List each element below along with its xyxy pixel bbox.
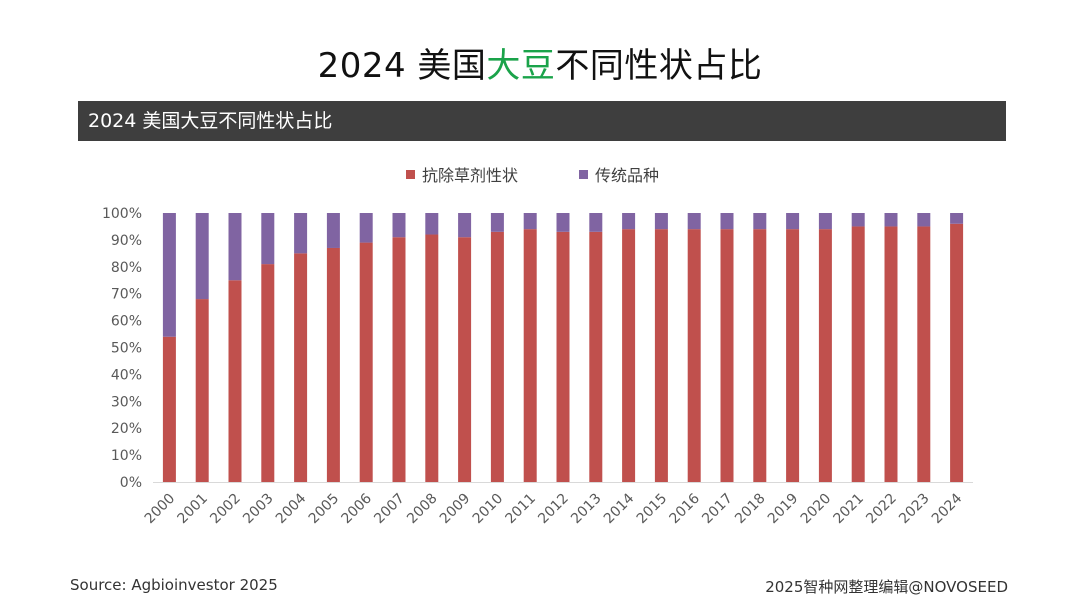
y-tick-label: 70% — [111, 287, 142, 303]
bar-conventional — [786, 213, 800, 230]
credit-note: 2025智种网整理编辑@NOVOSEED — [765, 578, 1008, 596]
bar-herbicide-tolerant — [490, 231, 504, 482]
x-tick-label: 2001 — [175, 491, 212, 528]
x-tick-label: 2005 — [306, 491, 343, 528]
bar-herbicide-tolerant — [523, 229, 537, 482]
bar-herbicide-tolerant — [392, 237, 406, 482]
y-tick-label: 20% — [111, 421, 142, 437]
bar-conventional — [589, 213, 603, 232]
title-highlight: 大豆 — [486, 46, 556, 86]
bar-herbicide-tolerant — [195, 299, 209, 482]
bar-conventional — [392, 213, 406, 238]
x-tick-label: 2019 — [765, 491, 802, 528]
bar-herbicide-tolerant — [622, 229, 636, 482]
bar-herbicide-tolerant — [589, 231, 603, 482]
bar-herbicide-tolerant — [261, 264, 275, 482]
bar-conventional — [228, 213, 242, 281]
bar-herbicide-tolerant — [786, 229, 800, 482]
x-tick-label: 2018 — [732, 491, 769, 528]
bar-herbicide-tolerant — [294, 253, 308, 482]
chart-title-banner: 2024 美国大豆不同性状占比 — [78, 101, 1006, 141]
y-tick-label: 30% — [111, 394, 142, 410]
legend-swatch-herbicide — [406, 170, 415, 179]
y-tick-label: 40% — [111, 367, 142, 383]
x-tick-label: 2003 — [240, 491, 277, 528]
page-title: 2024 美国大豆不同性状占比 — [0, 38, 1080, 87]
x-tick-label: 2022 — [863, 491, 900, 528]
legend-label-conventional: 传统品种 — [595, 166, 659, 185]
bar-herbicide-tolerant — [687, 229, 701, 482]
bar-herbicide-tolerant — [458, 237, 472, 482]
legend-swatch-conventional — [579, 170, 588, 179]
x-tick-label: 2000 — [142, 491, 179, 528]
bar-herbicide-tolerant — [359, 242, 373, 482]
bar-conventional — [195, 213, 209, 300]
x-tick-label: 2004 — [273, 490, 310, 527]
bar-herbicide-tolerant — [556, 231, 570, 482]
x-tick-label: 2006 — [339, 490, 376, 527]
bar-conventional — [523, 213, 537, 230]
bar-herbicide-tolerant — [162, 336, 176, 482]
bar-conventional — [490, 213, 504, 232]
bar-conventional — [458, 213, 472, 238]
bar-conventional — [326, 213, 340, 248]
title-suffix: 不同性状占比 — [555, 46, 763, 86]
bar-herbicide-tolerant — [753, 229, 767, 482]
bar-conventional — [162, 213, 176, 337]
x-tick-label: 2007 — [371, 491, 408, 528]
x-tick-label: 2014 — [601, 490, 638, 527]
x-tick-label: 2016 — [667, 490, 704, 527]
x-tick-label: 2015 — [634, 491, 671, 528]
bar-conventional — [753, 213, 767, 230]
bar-herbicide-tolerant — [228, 280, 242, 482]
bar-conventional — [556, 213, 570, 232]
bar-conventional — [654, 213, 668, 230]
x-tick-label: 2010 — [470, 491, 507, 528]
bar-herbicide-tolerant — [884, 226, 898, 482]
x-tick-label: 2017 — [699, 491, 736, 528]
x-tick-label: 2012 — [535, 491, 572, 528]
x-tick-label: 2002 — [207, 491, 244, 528]
bar-herbicide-tolerant — [851, 226, 865, 482]
bar-conventional — [294, 213, 308, 254]
y-tick-label: 100% — [102, 206, 142, 222]
bar-conventional — [359, 213, 373, 243]
bar-conventional — [425, 213, 439, 235]
bar-conventional — [884, 213, 898, 227]
bar-conventional — [851, 213, 865, 227]
y-tick-label: 0% — [120, 475, 142, 491]
source-note: Source: Agbioinvestor 2025 — [70, 576, 278, 594]
x-tick-label: 2020 — [798, 491, 835, 528]
bar-herbicide-tolerant — [425, 234, 439, 482]
bar-herbicide-tolerant — [326, 247, 340, 482]
x-tick-label: 2024 — [929, 490, 966, 527]
y-tick-label: 50% — [111, 341, 142, 357]
bar-herbicide-tolerant — [950, 223, 964, 482]
y-tick-label: 90% — [111, 233, 142, 249]
bar-conventional — [622, 213, 636, 230]
x-tick-label: 2011 — [503, 491, 540, 528]
bar-herbicide-tolerant — [654, 229, 668, 482]
bar-conventional — [261, 213, 275, 265]
bar-herbicide-tolerant — [917, 226, 931, 482]
bar-herbicide-tolerant — [818, 229, 832, 482]
x-tick-label: 2008 — [404, 491, 441, 528]
x-tick-label: 2013 — [568, 491, 605, 528]
bar-herbicide-tolerant — [720, 229, 734, 482]
legend-label-herbicide: 抗除草剂性状 — [422, 166, 518, 185]
x-tick-label: 2023 — [896, 491, 933, 528]
y-tick-label: 60% — [111, 314, 142, 330]
bar-conventional — [720, 213, 734, 230]
y-tick-label: 80% — [111, 260, 142, 276]
y-tick-label: 10% — [111, 448, 142, 464]
bar-conventional — [818, 213, 832, 230]
x-tick-label: 2009 — [437, 491, 474, 528]
bar-conventional — [950, 213, 964, 224]
x-tick-label: 2021 — [831, 491, 868, 528]
bar-conventional — [917, 213, 931, 227]
bar-conventional — [687, 213, 701, 230]
title-prefix: 2024 美国 — [317, 46, 487, 86]
